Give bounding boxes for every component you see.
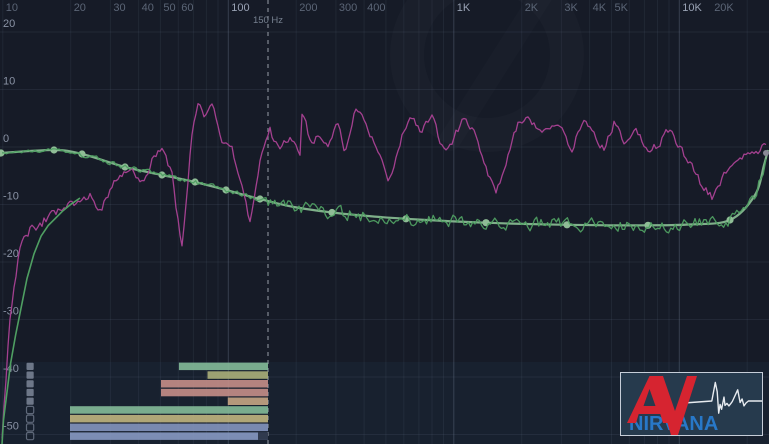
svg-text:10: 10 xyxy=(6,2,18,14)
svg-text:1K: 1K xyxy=(457,2,471,14)
svg-text:60: 60 xyxy=(181,2,193,14)
svg-text:10K: 10K xyxy=(682,2,702,14)
svg-text:5K: 5K xyxy=(615,2,629,14)
svg-text:3K: 3K xyxy=(564,2,578,14)
svg-text:-50: -50 xyxy=(3,421,19,433)
svg-text:2K: 2K xyxy=(525,2,539,14)
svg-text:0: 0 xyxy=(3,133,9,145)
svg-text:50: 50 xyxy=(163,2,175,14)
svg-text:30: 30 xyxy=(113,2,125,14)
svg-text:150 Hz: 150 Hz xyxy=(253,15,283,26)
svg-text:20: 20 xyxy=(74,2,86,14)
svg-text:20: 20 xyxy=(3,18,15,30)
svg-text:10: 10 xyxy=(3,76,15,88)
svg-text:-20: -20 xyxy=(3,248,19,260)
svg-text:20K: 20K xyxy=(714,2,734,14)
svg-text:100: 100 xyxy=(231,2,249,14)
svg-text:300: 300 xyxy=(339,2,357,14)
svg-text:40: 40 xyxy=(142,2,154,14)
svg-text:-10: -10 xyxy=(3,191,19,203)
svg-text:4K: 4K xyxy=(593,2,607,14)
svg-text:200: 200 xyxy=(299,2,317,14)
svg-text:400: 400 xyxy=(367,2,385,14)
